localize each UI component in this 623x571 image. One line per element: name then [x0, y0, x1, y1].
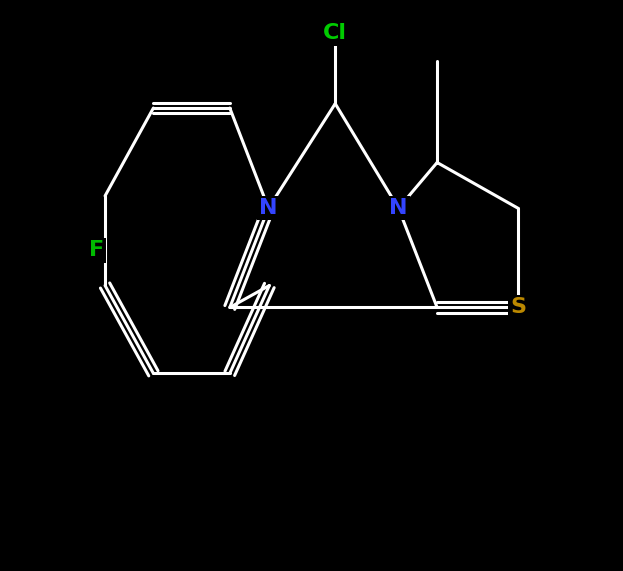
Text: F: F	[88, 240, 104, 260]
Text: S: S	[510, 297, 526, 317]
Text: Cl: Cl	[323, 23, 347, 43]
Text: N: N	[259, 198, 278, 218]
Text: N: N	[389, 198, 407, 218]
